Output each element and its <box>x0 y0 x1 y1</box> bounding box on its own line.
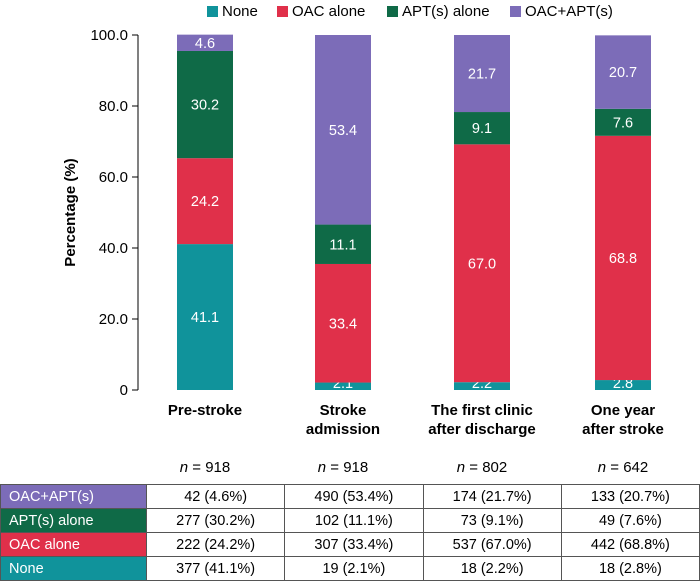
category-label: Stroke <box>320 402 367 419</box>
counts-table: OAC+APT(s) 42 (4.6%) 490 (53.4%) 174 (21… <box>0 484 700 581</box>
legend-label-none: None <box>222 2 258 20</box>
bar-segment-none <box>454 382 510 390</box>
data-label: 41.1 <box>191 310 219 326</box>
table-row-oac-alone: OAC alone 222 (24.2%) 307 (33.4%) 537 (6… <box>0 532 700 557</box>
table-cell: 49 (7.6%) <box>560 508 700 533</box>
y-tick-label: 60.0 <box>99 169 128 186</box>
table-cell: 42 (4.6%) <box>145 484 286 509</box>
n-label: n = 918 <box>318 459 368 476</box>
n-label: n = 642 <box>598 459 648 476</box>
category-label: The first clinic <box>431 402 533 419</box>
bar-segment-oac-alone <box>177 158 233 245</box>
table-row-none: None 377 (41.1%) 19 (2.1%) 18 (2.2%) 18 … <box>0 556 700 581</box>
data-label: 11.1 <box>329 237 356 253</box>
row-label-oac-alone: OAC alone <box>0 532 147 557</box>
bar-segment-none <box>595 380 651 390</box>
data-label: 20.7 <box>609 65 637 81</box>
bar-segment-oac-apt <box>177 34 233 51</box>
data-label: 53.4 <box>329 123 357 139</box>
y-axis-title: Percentage (%) <box>62 158 79 266</box>
n-value: = 642 <box>606 459 648 476</box>
data-label: 4.6 <box>195 36 215 52</box>
table-cell: 133 (20.7%) <box>560 484 700 509</box>
legend-label-oac-apt: OAC+APT(s) <box>525 2 613 20</box>
bar-segment-apt-alone <box>595 108 651 136</box>
table-cell: 307 (33.4%) <box>284 532 424 557</box>
n-symbol: n <box>318 459 326 476</box>
table-cell: 537 (67.0%) <box>422 532 562 557</box>
legend-label-apt-alone: APT(s) alone <box>402 2 490 20</box>
y-tick-label: 20.0 <box>99 311 128 328</box>
n-symbol: n <box>457 459 465 476</box>
legend-swatch-oac-apt <box>510 5 521 17</box>
row-label-apt-alone: APT(s) alone <box>0 508 147 533</box>
table-cell: 18 (2.2%) <box>422 556 562 581</box>
table-cell: 73 (9.1%) <box>422 508 562 533</box>
legend-item-apt-alone: APT(s) alone <box>387 2 490 20</box>
data-label: 7.6 <box>613 115 633 131</box>
table-cell: 102 (11.1%) <box>284 508 424 533</box>
table-cell: 442 (68.8%) <box>560 532 700 557</box>
table-cell: 277 (30.2%) <box>145 508 286 533</box>
n-label: n = 918 <box>180 459 230 476</box>
table-row-apt-alone: APT(s) alone 277 (30.2%) 102 (11.1%) 73 … <box>0 508 700 533</box>
data-label: 9.1 <box>472 121 492 137</box>
data-label: 67.0 <box>468 256 496 272</box>
n-symbol: n <box>598 459 606 476</box>
table-cell: 222 (24.2%) <box>145 532 286 557</box>
y-tick-label: 100.0 <box>90 27 128 44</box>
table-cell: 174 (21.7%) <box>422 484 562 509</box>
bar-segment-oac-alone <box>315 263 371 383</box>
category-label: One year <box>591 402 655 419</box>
legend: None OAC alone APT(s) alone OAC+APT(s) <box>0 0 700 22</box>
table-cell: 19 (2.1%) <box>284 556 424 581</box>
category-label: after discharge <box>428 421 536 438</box>
n-label: n = 802 <box>457 459 507 476</box>
category-label: after stroke <box>582 421 664 438</box>
y-tick-label: 40.0 <box>99 240 128 257</box>
row-label-oac-apt: OAC+APT(s) <box>0 484 147 509</box>
n-value: = 802 <box>465 459 507 476</box>
table-row-oac-apt: OAC+APT(s) 42 (4.6%) 490 (53.4%) 174 (21… <box>0 484 700 509</box>
row-label-none: None <box>0 556 147 581</box>
bar-segment-oac-alone <box>454 144 510 383</box>
n-value: = 918 <box>188 459 230 476</box>
bar-segment-oac-apt <box>315 35 371 225</box>
stacked-bar-chart: 0 20.0 40.0 60.0 80.0 100.0 Percentage (%) 41.1… <box>62 27 664 476</box>
bar-segment-apt-alone <box>315 224 371 264</box>
legend-item-oac-apt: OAC+APT(s) <box>510 2 613 20</box>
bar-segment-oac-apt <box>595 35 651 109</box>
n-symbol: n <box>180 459 188 476</box>
bar-segment-none <box>315 382 371 390</box>
bar-segment-none <box>177 244 233 390</box>
legend-item-oac-alone: OAC alone <box>277 2 365 20</box>
table-cell: 18 (2.8%) <box>560 556 700 581</box>
y-tick-label: 0 <box>120 382 128 399</box>
category-label: admission <box>306 421 380 438</box>
bar-segment-oac-apt <box>454 35 510 113</box>
legend-swatch-oac-alone <box>277 5 288 17</box>
y-tick-label: 80.0 <box>99 98 128 115</box>
table-cell: 490 (53.4%) <box>284 484 424 509</box>
bar-segment-apt-alone <box>177 50 233 159</box>
n-value: = 918 <box>326 459 368 476</box>
legend-item-none: None <box>207 2 258 20</box>
bar-segment-oac-alone <box>595 135 651 381</box>
legend-swatch-none <box>207 5 218 17</box>
category-label: Pre-stroke <box>168 402 242 419</box>
data-label: 33.4 <box>329 316 357 332</box>
data-label: 68.8 <box>609 251 637 267</box>
legend-swatch-apt-alone <box>387 5 398 17</box>
data-label: 21.7 <box>468 67 496 83</box>
data-label: 30.2 <box>191 98 219 114</box>
data-label: 24.2 <box>191 194 219 210</box>
table-cell: 377 (41.1%) <box>145 556 286 581</box>
legend-label-oac-alone: OAC alone <box>292 2 366 20</box>
bar-segment-apt-alone <box>454 112 510 145</box>
